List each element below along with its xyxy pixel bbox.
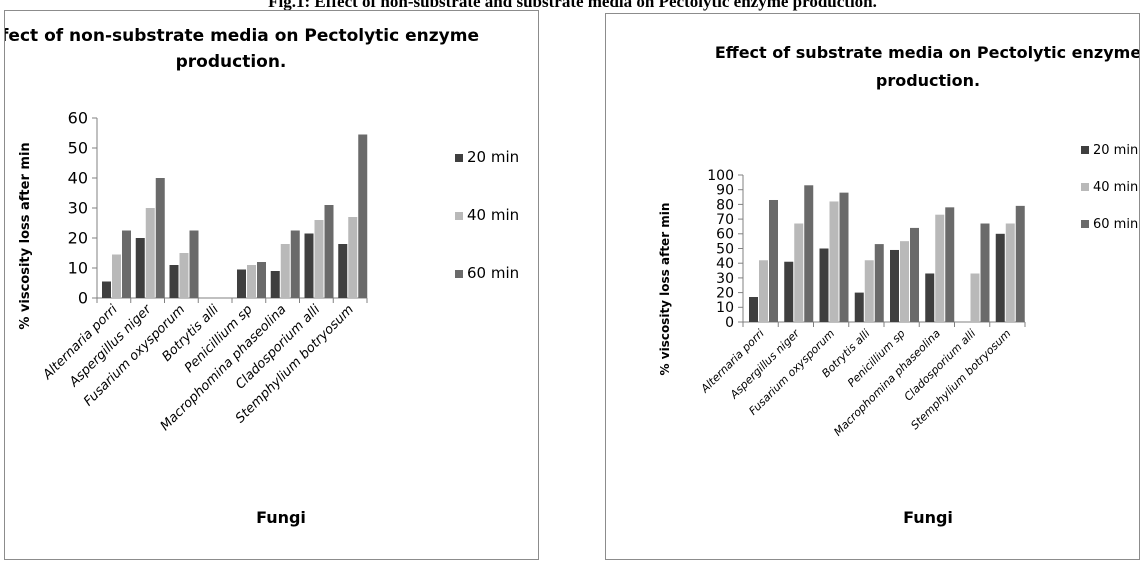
y-tick-label: 40 (716, 256, 734, 272)
bar (155, 178, 165, 298)
legend-label: 40 min (467, 206, 519, 224)
y-tick-label: 60 (716, 227, 734, 243)
bar (864, 260, 874, 322)
bar (890, 249, 899, 322)
y-tick-label: 50 (716, 241, 734, 257)
legend-swatch (455, 154, 463, 162)
y-tick-label: 70 (716, 212, 734, 228)
category-label: Alternaria porri (698, 327, 767, 396)
bar (348, 217, 358, 298)
bar (970, 273, 980, 322)
bar (819, 248, 829, 322)
chart-non-substrate: Effect of non-substrate media on Pectoly… (0, 26, 519, 527)
y-tick-label: 100 (707, 168, 734, 184)
bar (900, 241, 909, 322)
bar (270, 271, 280, 298)
y-tick-label: 60 (68, 109, 88, 128)
y-tick-label: 90 (716, 183, 734, 199)
bar (280, 244, 290, 298)
bar (945, 207, 955, 322)
bar (804, 185, 814, 322)
x-axis-label: Fungi (256, 508, 306, 527)
bar (189, 230, 199, 298)
y-tick-label: 20 (716, 286, 734, 302)
y-tick-label: 0 (725, 315, 734, 331)
bar (314, 220, 324, 298)
bar (112, 254, 121, 298)
bar (1005, 223, 1015, 322)
legend-swatch (455, 212, 463, 220)
y-tick-label: 10 (716, 300, 734, 316)
bar (759, 260, 768, 322)
bar (874, 244, 884, 322)
y-tick-label: 40 (68, 169, 88, 188)
figure-caption: Fig.1: Effect of non-substrate and subst… (268, 0, 877, 11)
bar (257, 262, 266, 298)
bar (324, 205, 334, 298)
chart-panel-non-substrate: Effect of non-substrate media on Pectoly… (0, 10, 539, 560)
y-tick-label: 20 (68, 229, 88, 248)
chart-title-line: production. (876, 71, 980, 90)
bar (179, 253, 189, 298)
legend-swatch (1081, 183, 1089, 191)
bar (980, 223, 990, 322)
bar (358, 134, 368, 298)
legend-swatch (1081, 146, 1089, 154)
bar (1015, 205, 1025, 322)
legend-label: 60 min (1093, 217, 1138, 232)
y-tick-label: 30 (68, 199, 88, 218)
y-tick-label: 0 (78, 289, 88, 308)
x-axis-label: Fungi (903, 508, 953, 527)
bar (237, 269, 246, 298)
bar (145, 208, 155, 298)
bar (769, 199, 778, 322)
y-tick-label: 10 (68, 259, 88, 278)
bar (935, 214, 945, 322)
chart-title-line: production. (176, 52, 287, 72)
bar (925, 273, 935, 322)
y-axis-label: % viscosity loss after min (658, 203, 672, 376)
bar (995, 233, 1005, 322)
bar (794, 223, 804, 322)
legend-label: 60 min (467, 264, 519, 282)
chart-title-line: Effect of substrate media on Pectolytic … (715, 43, 1139, 62)
bar (829, 201, 839, 322)
bar (839, 192, 849, 322)
bar (854, 292, 864, 322)
chart-panel-substrate: Effect of substrate media on Pectolytic … (605, 13, 1141, 560)
bar (135, 238, 145, 298)
bar (290, 230, 300, 298)
bar (169, 265, 179, 298)
y-axis-label: % viscosity loss after min (18, 142, 33, 329)
bar (784, 261, 794, 322)
y-tick-label: 80 (716, 197, 734, 213)
y-tick-label: 30 (716, 271, 734, 287)
chart-substrate: Effect of substrate media on Pectolytic … (658, 43, 1141, 527)
bar (749, 297, 758, 322)
legend-swatch (1081, 220, 1089, 228)
bar (102, 281, 111, 298)
legend-label: 40 min (1093, 180, 1138, 195)
legend-label: 20 min (1093, 143, 1138, 158)
bar (338, 244, 348, 298)
bar (122, 230, 131, 298)
legend-label: 20 min (467, 148, 519, 166)
y-tick-label: 50 (68, 139, 88, 158)
chart-title-line: Effect of non-substrate media on Pectoly… (5, 26, 479, 46)
legend-swatch (455, 270, 463, 278)
bar (247, 265, 256, 298)
bar (910, 227, 919, 322)
bar (304, 233, 314, 298)
